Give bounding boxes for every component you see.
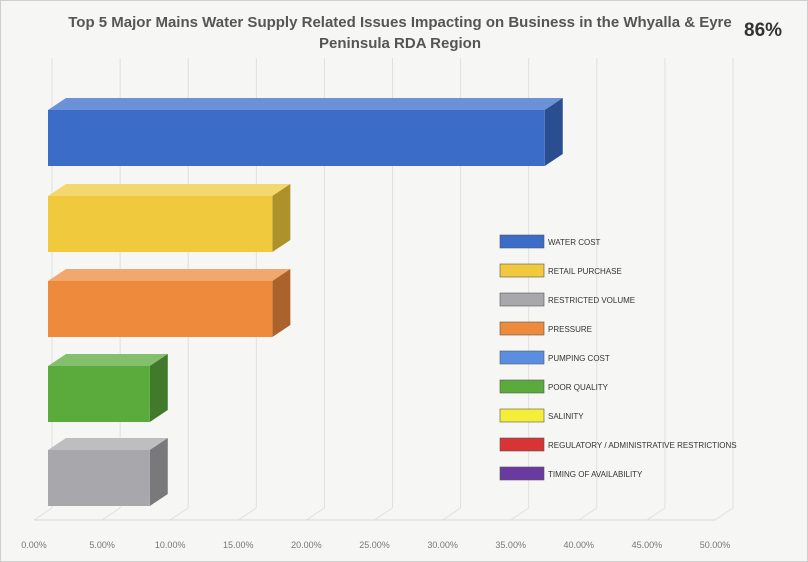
legend-swatch	[499, 263, 545, 278]
legend-label: SALINITY	[548, 412, 584, 421]
gridline-floor	[238, 507, 257, 521]
bar-top-face	[48, 269, 291, 281]
x-tick-label: 5.00%	[89, 540, 115, 550]
legend-label: POOR QUALITY	[548, 383, 609, 392]
bar	[48, 438, 168, 506]
bar-top-face	[48, 184, 291, 196]
x-tick-label: 25.00%	[359, 540, 390, 550]
bar-top-face	[48, 354, 168, 366]
gridline-floor	[101, 507, 121, 521]
bar-front-face	[48, 366, 150, 422]
gridline-floor	[646, 507, 666, 521]
x-tick-label: 15.00%	[223, 540, 254, 550]
bar-front-face	[48, 196, 273, 252]
legend-swatch	[499, 321, 545, 336]
legend-label: PRESSURE	[548, 325, 592, 334]
legend-label: REGULATORY / ADMINISTRATIVE RESTRICTIONS	[548, 441, 737, 450]
gridline-floor	[374, 507, 393, 521]
gridline-floor	[169, 507, 189, 521]
legend-swatch	[499, 466, 545, 481]
x-tick-label: 10.00%	[155, 540, 186, 550]
x-tick-label: 35.00%	[495, 540, 526, 550]
legend-swatch	[499, 292, 545, 307]
chart-title: Top 5 Major Mains Water Supply Related I…	[68, 14, 732, 52]
legend-label: RESTRICTED VOLUME	[548, 296, 635, 305]
x-tick-label: 50.00%	[700, 540, 731, 550]
legend-label: WATER COST	[548, 238, 601, 247]
bar-top-face	[48, 438, 168, 450]
x-tick-label: 20.00%	[291, 540, 322, 550]
bar-top-face	[48, 98, 563, 110]
legend-swatch	[499, 408, 545, 423]
x-tick-label: 0.00%	[21, 540, 47, 550]
percentage-badge: 86%	[744, 20, 783, 41]
bar	[48, 98, 563, 166]
bar	[48, 354, 168, 422]
bar	[48, 184, 291, 252]
bar-side-face	[544, 98, 563, 166]
legend-swatch	[499, 234, 545, 249]
legend-swatch	[499, 350, 545, 365]
x-tick-label: 30.00%	[427, 540, 458, 550]
legend-label: PUMPING COST	[548, 354, 610, 363]
x-tick-label: 45.00%	[632, 540, 663, 550]
bar-front-face	[48, 450, 150, 506]
legend-swatch	[499, 437, 545, 452]
gridline-floor	[510, 507, 529, 521]
bar-side-face	[272, 269, 291, 337]
legend-swatch	[499, 379, 545, 394]
legend-label: TIMING OF AVAILABILITY	[548, 470, 643, 479]
legend-label: RETAIL PURCHASE	[548, 267, 622, 276]
gridline-floor	[442, 507, 461, 521]
bar-side-face	[149, 438, 168, 506]
bar-front-face	[48, 110, 545, 166]
gridline-floor	[714, 507, 734, 521]
gridline-floor	[306, 507, 325, 521]
x-tick-label: 40.00%	[564, 540, 595, 550]
bar-side-face	[149, 354, 168, 422]
gridline-floor	[578, 507, 598, 521]
gridline-floor	[33, 507, 53, 521]
bar	[48, 269, 291, 337]
bar-side-face	[272, 184, 291, 252]
bar-front-face	[48, 281, 273, 337]
